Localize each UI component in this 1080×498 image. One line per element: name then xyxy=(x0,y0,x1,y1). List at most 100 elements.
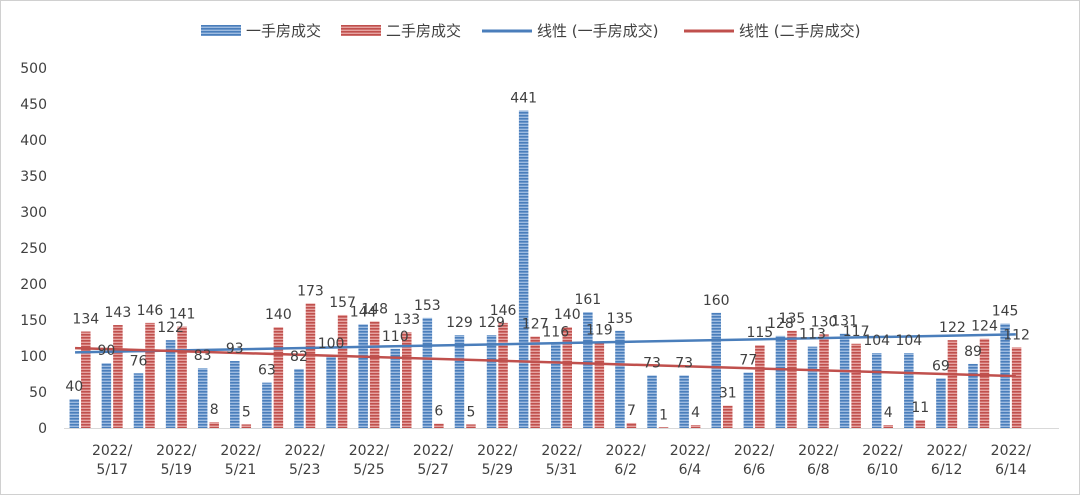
data-label: 5 xyxy=(242,404,251,420)
bar-new-home xyxy=(518,110,529,428)
bar-new-home xyxy=(454,335,465,428)
x-tick-label: 2022/5/21 xyxy=(220,443,261,478)
data-label: 135 xyxy=(607,311,634,327)
data-label: 83 xyxy=(194,348,212,364)
data-label: 141 xyxy=(169,306,196,322)
data-label: 116 xyxy=(542,324,569,340)
bar-new-home xyxy=(551,344,561,428)
y-axis: 0 50 100 150 200 250 300 350 400 450 500 xyxy=(20,61,47,437)
bar-new-home xyxy=(711,312,721,428)
bar-resale-home xyxy=(819,334,829,428)
bar-resale-home xyxy=(241,424,252,428)
data-label: 146 xyxy=(137,303,164,319)
y-tick-label: 500 xyxy=(20,61,47,77)
data-label: 69 xyxy=(932,358,950,374)
bar-new-home xyxy=(230,361,240,428)
bar-resale-home xyxy=(722,405,733,428)
y-tick-label: 200 xyxy=(20,277,47,293)
x-tick-label: 2022/5/25 xyxy=(349,443,390,478)
data-label: 63 xyxy=(258,363,276,379)
data-label: 145 xyxy=(992,304,1019,320)
bar-resale-home xyxy=(787,330,797,428)
bar-new-home xyxy=(133,373,144,428)
x-tick-label: 2022/5/29 xyxy=(477,443,518,478)
bar-new-home xyxy=(615,330,625,428)
data-label: 89 xyxy=(964,344,982,360)
x-tick-label: 2022/6/14 xyxy=(991,443,1032,478)
data-label: 31 xyxy=(719,386,737,402)
data-label: 135 xyxy=(779,311,806,327)
data-label: 112 xyxy=(1003,327,1030,343)
bar-new-home xyxy=(69,399,80,428)
trendline-resale-home xyxy=(75,346,1016,378)
data-label: 4 xyxy=(691,405,700,421)
bar-resale-home xyxy=(530,336,540,428)
data-label: 153 xyxy=(414,298,441,314)
data-label: 82 xyxy=(290,349,308,365)
data-label: 6 xyxy=(434,404,443,420)
x-tick-label: 2022/5/17 xyxy=(92,443,133,478)
bar-new-home xyxy=(871,353,882,428)
data-label: 143 xyxy=(105,305,132,321)
data-label: 76 xyxy=(130,353,148,369)
bar-new-home xyxy=(647,375,657,428)
data-label: 5 xyxy=(466,404,475,420)
legend-label: 线性 (一手房成交) xyxy=(537,22,658,40)
y-tick-label: 450 xyxy=(20,97,47,113)
bar-new-home xyxy=(165,340,176,428)
bar-new-home xyxy=(936,378,946,428)
legend-swatch-1 xyxy=(341,25,381,36)
data-label: 173 xyxy=(297,283,324,299)
data-label: 73 xyxy=(643,355,661,371)
data-label: 8 xyxy=(210,402,219,418)
bar-resale-home xyxy=(883,425,893,428)
bar-new-home xyxy=(679,375,689,428)
bar-resale-home xyxy=(177,326,187,428)
bar-new-home xyxy=(839,333,850,428)
bar-new-home xyxy=(262,382,272,428)
y-tick-label: 300 xyxy=(20,205,47,221)
data-label: 122 xyxy=(939,320,966,336)
data-label: 157 xyxy=(329,295,356,311)
data-label: 73 xyxy=(675,355,693,371)
bar-resale-home xyxy=(402,332,412,428)
bar-new-home xyxy=(101,363,112,428)
data-label: 160 xyxy=(703,293,730,309)
x-tick-label: 2022/6/10 xyxy=(862,443,903,478)
bar-new-home xyxy=(390,348,401,428)
y-tick-label: 0 xyxy=(38,421,47,437)
data-label: 104 xyxy=(863,333,890,349)
trendline-new-home xyxy=(75,333,1016,354)
data-label: 144 xyxy=(350,304,377,320)
y-tick-label: 250 xyxy=(20,241,47,257)
bar-new-home xyxy=(807,346,818,428)
data-label: 146 xyxy=(490,303,517,319)
legend-label: 二手房成交 xyxy=(386,22,461,40)
data-label: 124 xyxy=(971,319,998,335)
data-label: 122 xyxy=(157,320,184,336)
bar-new-home xyxy=(422,317,433,428)
bar-new-home xyxy=(775,335,786,428)
bar-resale-home xyxy=(369,321,380,428)
bar-new-home xyxy=(294,368,304,428)
legend-label: 线性 (二手房成交) xyxy=(739,22,860,40)
data-label: 129 xyxy=(446,315,473,331)
data-label: 129 xyxy=(478,315,505,331)
data-label: 4 xyxy=(884,405,893,421)
y-tick-label: 50 xyxy=(29,385,47,401)
data-label: 130 xyxy=(811,314,838,330)
data-label: 93 xyxy=(226,341,244,357)
bar-resale-home xyxy=(626,422,637,428)
bar-new-home xyxy=(358,324,368,428)
data-label: 119 xyxy=(586,322,613,338)
bar-resale-home xyxy=(145,322,155,428)
x-tick-label: 2022/5/19 xyxy=(156,443,197,478)
x-tick-label: 2022/6/6 xyxy=(734,443,775,478)
bar-new-home xyxy=(326,356,336,428)
legend-swatch-0 xyxy=(201,25,241,36)
data-label: 11 xyxy=(911,400,929,416)
bar-new-home xyxy=(904,353,914,428)
data-label: 161 xyxy=(574,292,601,308)
y-tick-label: 350 xyxy=(20,169,47,185)
